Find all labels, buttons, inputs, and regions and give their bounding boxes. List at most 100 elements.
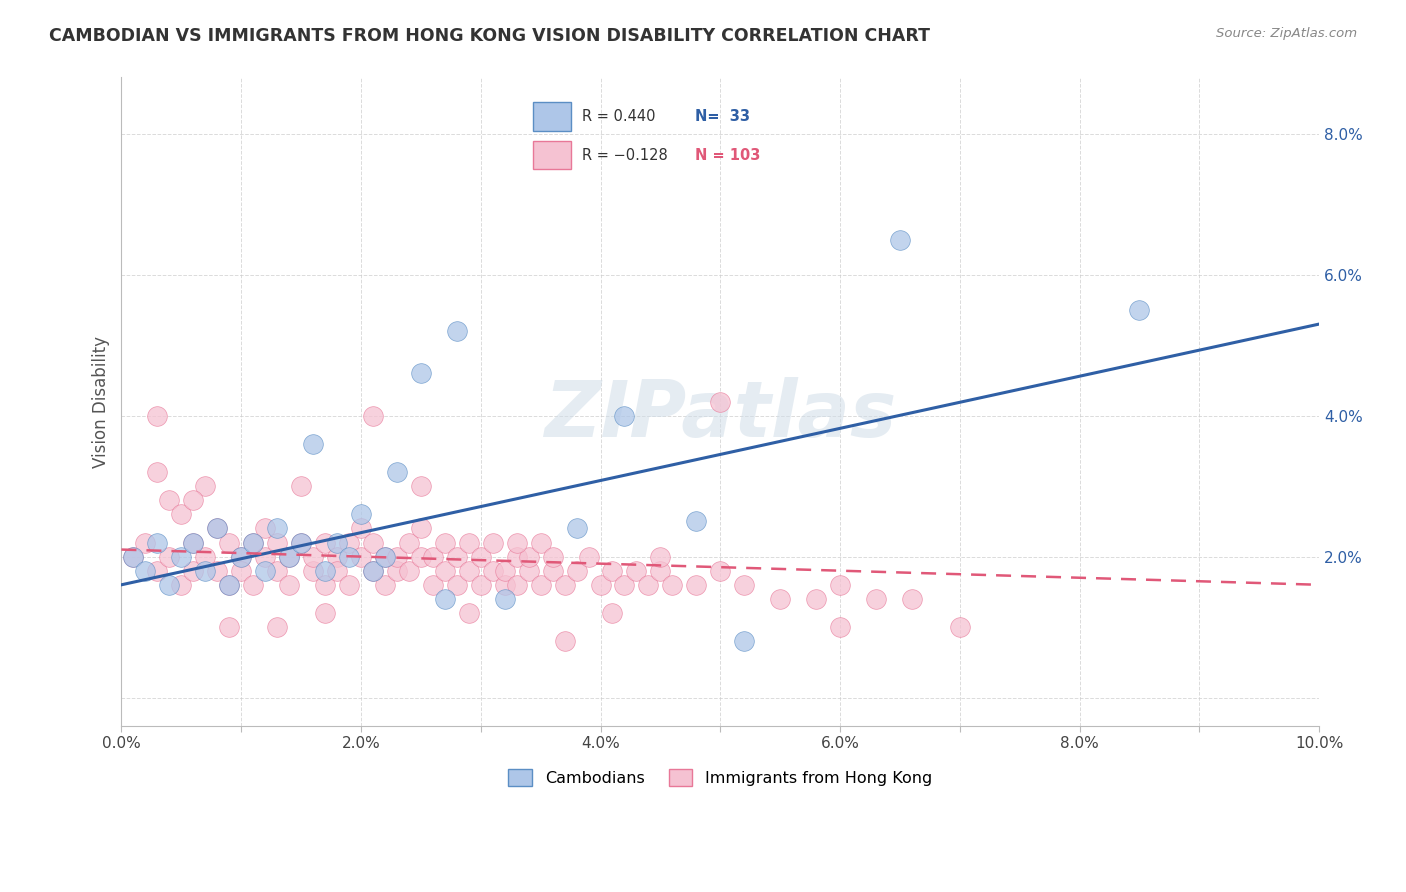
Point: [170, 549, 193, 564]
Point: [409, 521, 432, 535]
Point: [134, 535, 156, 549]
Point: [901, 591, 924, 606]
Point: [530, 535, 553, 549]
Point: [374, 578, 396, 592]
Point: [613, 578, 636, 592]
Point: [578, 549, 600, 564]
Point: [828, 620, 851, 634]
Point: [494, 591, 516, 606]
Point: [505, 578, 527, 592]
Point: [242, 535, 264, 549]
Point: [218, 535, 240, 549]
Y-axis label: Vision Disability: Vision Disability: [93, 335, 110, 467]
Point: [949, 620, 972, 634]
Point: [242, 535, 264, 549]
Point: [709, 394, 731, 409]
Text: Source: ZipAtlas.com: Source: ZipAtlas.com: [1216, 27, 1357, 40]
Point: [170, 578, 193, 592]
Point: [181, 493, 204, 508]
Point: [361, 409, 384, 423]
Point: [266, 535, 288, 549]
Point: [517, 549, 540, 564]
Point: [685, 514, 707, 528]
Point: [385, 564, 408, 578]
Point: [350, 521, 373, 535]
Point: [194, 549, 217, 564]
Point: [517, 564, 540, 578]
Point: [146, 564, 169, 578]
Point: [194, 564, 217, 578]
Point: [157, 493, 180, 508]
Point: [337, 549, 360, 564]
Point: [733, 578, 755, 592]
Point: [481, 564, 503, 578]
Point: [554, 634, 576, 648]
Point: [565, 564, 588, 578]
Point: [218, 620, 240, 634]
Text: ZIPatlas: ZIPatlas: [544, 376, 897, 452]
Point: [398, 564, 420, 578]
Point: [278, 578, 301, 592]
Point: [433, 535, 456, 549]
Point: [602, 564, 624, 578]
Point: [589, 578, 612, 592]
Point: [278, 549, 301, 564]
Legend: Cambodians, Immigrants from Hong Kong: Cambodians, Immigrants from Hong Kong: [502, 763, 939, 792]
Point: [337, 578, 360, 592]
Point: [146, 465, 169, 479]
Point: [361, 564, 384, 578]
Point: [231, 564, 253, 578]
Point: [361, 535, 384, 549]
Point: [865, 591, 887, 606]
Point: [302, 549, 325, 564]
Point: [122, 549, 145, 564]
Point: [266, 521, 288, 535]
Point: [828, 578, 851, 592]
Point: [433, 591, 456, 606]
Point: [254, 549, 277, 564]
Text: CAMBODIAN VS IMMIGRANTS FROM HONG KONG VISION DISABILITY CORRELATION CHART: CAMBODIAN VS IMMIGRANTS FROM HONG KONG V…: [49, 27, 931, 45]
Point: [530, 578, 553, 592]
Point: [134, 564, 156, 578]
Point: [231, 549, 253, 564]
Point: [361, 564, 384, 578]
Point: [1128, 303, 1150, 318]
Point: [337, 535, 360, 549]
Point: [409, 549, 432, 564]
Point: [457, 535, 479, 549]
Point: [613, 409, 636, 423]
Point: [565, 521, 588, 535]
Point: [254, 521, 277, 535]
Point: [650, 549, 672, 564]
Point: [314, 606, 336, 620]
Point: [290, 479, 312, 493]
Point: [326, 535, 349, 549]
Point: [637, 578, 659, 592]
Point: [146, 535, 169, 549]
Point: [278, 549, 301, 564]
Point: [266, 564, 288, 578]
Point: [326, 549, 349, 564]
Point: [326, 564, 349, 578]
Point: [446, 549, 468, 564]
Point: [494, 564, 516, 578]
Point: [470, 549, 492, 564]
Point: [302, 564, 325, 578]
Point: [314, 564, 336, 578]
Point: [398, 535, 420, 549]
Point: [457, 564, 479, 578]
Point: [290, 535, 312, 549]
Point: [350, 508, 373, 522]
Point: [457, 606, 479, 620]
Point: [350, 549, 373, 564]
Point: [422, 549, 444, 564]
Point: [733, 634, 755, 648]
Point: [661, 578, 683, 592]
Point: [181, 535, 204, 549]
Point: [470, 578, 492, 592]
Point: [541, 549, 564, 564]
Point: [626, 564, 648, 578]
Point: [146, 409, 169, 423]
Point: [302, 437, 325, 451]
Point: [374, 549, 396, 564]
